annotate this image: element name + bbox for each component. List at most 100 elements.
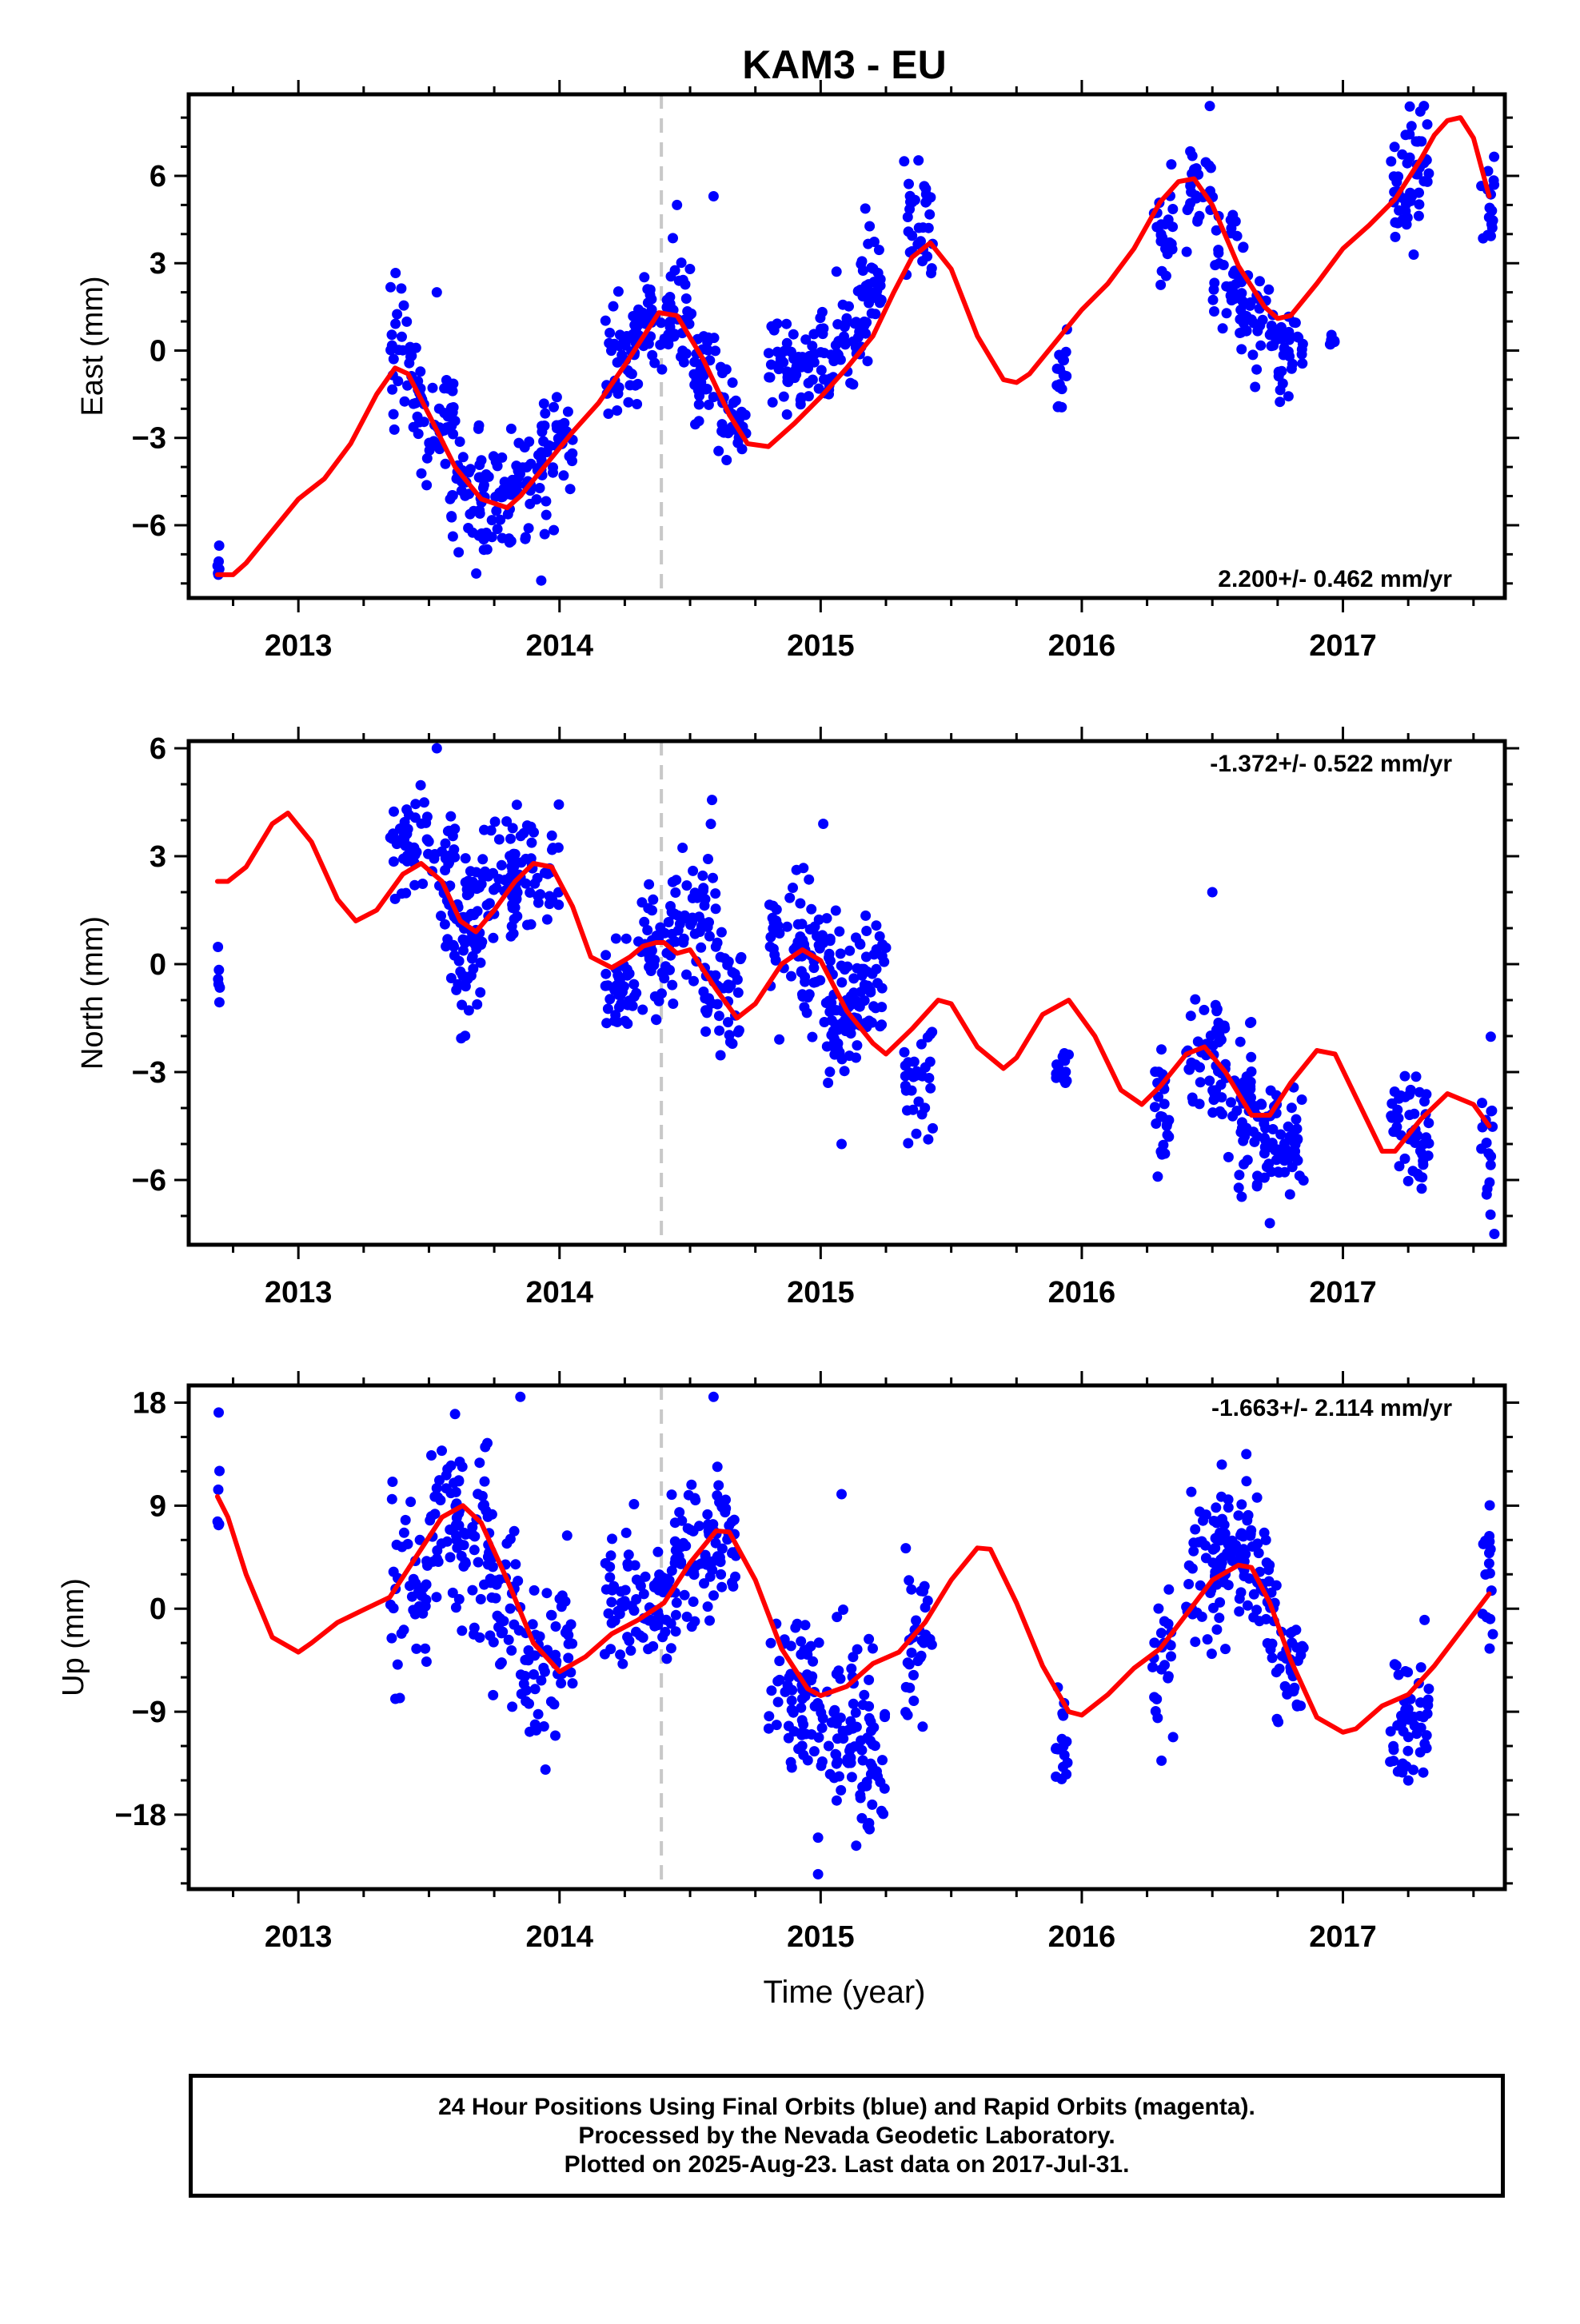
data-point (908, 1071, 919, 1082)
data-point (558, 470, 569, 481)
data-point (681, 1611, 692, 1622)
data-point (1404, 194, 1415, 205)
data-point (1277, 378, 1288, 389)
data-point (686, 308, 697, 319)
data-point (1386, 156, 1397, 167)
data-point (612, 405, 623, 416)
data-point (1194, 1098, 1205, 1110)
data-point (796, 1636, 807, 1647)
data-point (907, 230, 918, 241)
data-point (1477, 1098, 1487, 1109)
data-point (702, 922, 713, 933)
data-point (817, 1712, 828, 1724)
data-point (510, 1559, 521, 1570)
data-point (401, 804, 413, 815)
data-point (469, 910, 480, 920)
y-tick-label: 3 (150, 840, 166, 874)
data-point (486, 1592, 497, 1603)
data-point (400, 1514, 411, 1525)
data-point (388, 1566, 399, 1577)
data-point (1223, 1494, 1234, 1505)
data-point (679, 910, 690, 921)
y-tick-label: 9 (150, 1489, 166, 1523)
data-point (768, 325, 780, 336)
data-point (788, 1707, 799, 1718)
data-point (902, 212, 913, 222)
data-point (1264, 1218, 1275, 1229)
data-point (1190, 1059, 1201, 1070)
data-point (1207, 1040, 1219, 1051)
data-point (1166, 1651, 1176, 1662)
data-point (1252, 1131, 1263, 1142)
data-point (1397, 1758, 1408, 1769)
data-point (604, 327, 616, 338)
data-point (1399, 1153, 1410, 1164)
data-point (467, 1585, 478, 1596)
model-curve-east (214, 115, 1492, 577)
data-point (431, 1592, 442, 1603)
data-point (561, 1530, 573, 1541)
data-point (509, 850, 520, 861)
data-point (693, 399, 704, 410)
data-point (388, 856, 399, 867)
data-point (1283, 346, 1294, 357)
data-point (816, 1722, 828, 1733)
data-point (1149, 1637, 1160, 1648)
data-point (1399, 1070, 1410, 1082)
data-point (689, 928, 700, 939)
data-point (688, 1597, 699, 1607)
data-point (486, 515, 497, 526)
data-point (667, 876, 678, 887)
data-point (427, 382, 438, 393)
data-point (509, 1525, 520, 1537)
data-point (781, 409, 792, 420)
data-point (842, 961, 853, 972)
data-point (1406, 121, 1417, 132)
data-point (1298, 1175, 1309, 1186)
data-point (904, 178, 914, 189)
data-point (708, 1391, 719, 1402)
data-point (620, 933, 632, 944)
data-point (826, 997, 837, 1008)
data-point (467, 876, 478, 887)
data-point (385, 345, 397, 356)
data-point (1185, 181, 1196, 192)
data-point (535, 889, 546, 900)
data-point (1206, 1648, 1217, 1660)
data-point (529, 1650, 541, 1661)
data-point (562, 406, 573, 417)
data-point (456, 1033, 467, 1044)
data-point (786, 1695, 797, 1706)
data-point (835, 354, 846, 365)
data-point (453, 1593, 465, 1604)
data-point (1402, 157, 1413, 169)
data-point (421, 811, 433, 823)
data-point (1422, 1150, 1434, 1162)
data-point (651, 1015, 662, 1026)
data-point (721, 455, 732, 465)
y-tick-label: 6 (150, 732, 166, 766)
data-point (765, 359, 776, 370)
data-point (507, 823, 518, 834)
data-point (686, 1479, 697, 1490)
data-point (445, 1552, 456, 1563)
data-point (1271, 1667, 1282, 1678)
data-point (620, 1585, 631, 1596)
data-point (1489, 179, 1500, 190)
data-point (902, 1657, 913, 1668)
data-point (1283, 326, 1295, 337)
data-point (702, 1601, 713, 1612)
data-point (700, 1026, 712, 1037)
data-point (1411, 1728, 1422, 1740)
data-point (610, 933, 621, 944)
data-point (1188, 1545, 1199, 1557)
data-point (539, 528, 550, 540)
data-point (1275, 397, 1286, 408)
data-point (651, 931, 662, 941)
data-point (1238, 1135, 1249, 1146)
data-point (1385, 1726, 1396, 1737)
data-point (1185, 1011, 1196, 1022)
data-point (463, 523, 474, 533)
data-point (1242, 1154, 1253, 1166)
